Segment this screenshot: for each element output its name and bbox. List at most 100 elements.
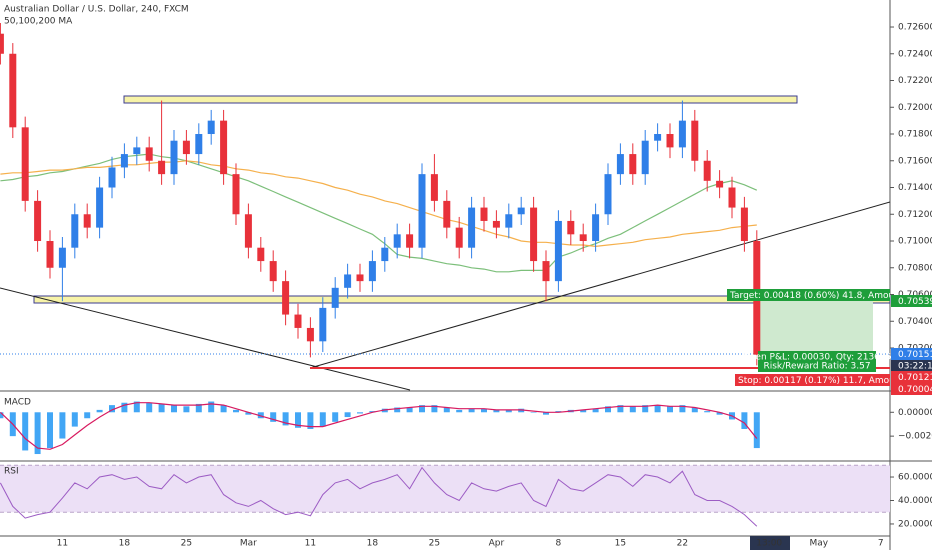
price-label: 0.70151 <box>898 350 932 360</box>
macd-bar <box>456 409 463 413</box>
y-tick-label: 0.71200 <box>898 210 932 220</box>
x-tick-label: 18 <box>119 539 131 549</box>
indicator-label: RSI <box>4 467 19 477</box>
time-marker-bg <box>750 536 790 550</box>
macd-bar <box>394 407 401 413</box>
y-tick-label: 0.72600 <box>898 23 932 33</box>
y-tick-label: 20.0000 <box>898 519 932 529</box>
candle-body <box>282 281 290 315</box>
candle-body <box>170 140 178 175</box>
macd-bar <box>431 405 438 413</box>
macd-bar <box>691 407 698 413</box>
target-label: Target: 0.00418 (0.60%) 41.8, Amount: 18… <box>727 289 927 301</box>
macd-bar <box>654 405 661 413</box>
candle-body <box>567 220 575 235</box>
candle-body <box>319 307 327 342</box>
macd-bar <box>245 412 252 415</box>
macd-bar <box>580 409 587 413</box>
x-tick-label: 25 <box>181 539 192 549</box>
y-tick-label: 0.70800 <box>898 263 932 273</box>
label-bg <box>735 374 890 386</box>
macd-bar <box>468 408 475 413</box>
price-label: 0.70121 <box>898 373 932 383</box>
rsi-line <box>0 466 758 527</box>
candle-body <box>108 167 116 188</box>
x-tick-label: 11 <box>305 539 316 549</box>
macd-bar <box>47 412 53 449</box>
candle-body <box>579 234 587 242</box>
macd-bar <box>22 412 29 451</box>
candle-body <box>58 247 66 268</box>
macd-bar <box>629 406 636 413</box>
price-label: 0.70539 <box>898 297 932 307</box>
macd-bar <box>605 406 611 413</box>
macd-bar <box>158 403 165 413</box>
candle-body <box>492 220 500 228</box>
candle-body <box>257 247 265 262</box>
candle-body <box>244 214 252 248</box>
macd-bar <box>530 412 537 413</box>
candle-body <box>120 154 128 168</box>
candle-body <box>641 140 649 175</box>
macd-bar <box>493 409 500 413</box>
candle-body <box>716 180 724 188</box>
target-text: Target: 0.00418 (0.60%) 41.8, Amount: 18… <box>729 291 927 301</box>
macd-bar <box>121 402 128 413</box>
macd-bar <box>307 412 314 429</box>
macd-bar <box>208 401 215 413</box>
macd-bar <box>96 409 103 413</box>
macd-bar <box>481 408 487 413</box>
macd-bar <box>617 405 624 413</box>
candle-body <box>728 187 736 208</box>
candle-body <box>294 314 302 328</box>
indicator-label: 50,100,200 MA <box>4 17 73 27</box>
y-tick-label: 60.0000 <box>898 473 932 483</box>
label-bg <box>891 371 932 383</box>
candle-body <box>616 154 624 175</box>
macd-bar <box>344 412 351 418</box>
macd-bar <box>555 411 562 413</box>
y-tick-label: 0.70400 <box>898 317 932 327</box>
target-area <box>760 301 873 354</box>
macd-bar <box>332 412 339 422</box>
candle-body <box>21 127 29 201</box>
x-tick-label: Mar <box>240 539 257 549</box>
candle-body <box>344 274 352 288</box>
macd-bar <box>295 412 301 428</box>
macd-bar <box>679 405 686 413</box>
macd-bar <box>270 412 277 422</box>
candle-body <box>740 207 748 242</box>
x-tick-label: 13:00 <box>756 539 782 549</box>
label-bg <box>891 348 932 360</box>
y-tick-label: 0.71600 <box>898 156 932 166</box>
trade-labels: Target: 0.00418 (0.60%) 41.8, Amount: 18… <box>727 289 932 395</box>
macd-bar <box>419 405 425 413</box>
candle-body <box>368 261 376 282</box>
candle-body <box>691 120 699 161</box>
rsi-band <box>0 465 890 513</box>
macd-bar <box>716 412 723 415</box>
candle-body <box>195 134 203 155</box>
candle-body <box>455 227 463 248</box>
candle-body <box>133 147 141 155</box>
candle-body <box>46 241 54 268</box>
y-tick-label: 0.72200 <box>898 76 932 86</box>
candle-body <box>220 120 228 175</box>
candle-body <box>542 261 550 282</box>
candle-body <box>517 207 525 215</box>
x-tick-label: 11 <box>57 539 68 549</box>
candle-body <box>480 207 488 221</box>
y-tick-label: 0.00000 <box>898 408 932 418</box>
label-bg <box>891 383 932 395</box>
trend-line <box>0 287 411 391</box>
candle-body <box>678 120 686 148</box>
trend-line <box>309 201 891 369</box>
macd-bar <box>741 412 748 429</box>
candle-body <box>703 160 711 181</box>
macd-bar <box>71 412 78 427</box>
candle-body <box>554 220 562 282</box>
y-tick-label: 0.71800 <box>898 130 932 140</box>
macd-bar <box>667 406 673 413</box>
candle-body <box>182 140 190 155</box>
